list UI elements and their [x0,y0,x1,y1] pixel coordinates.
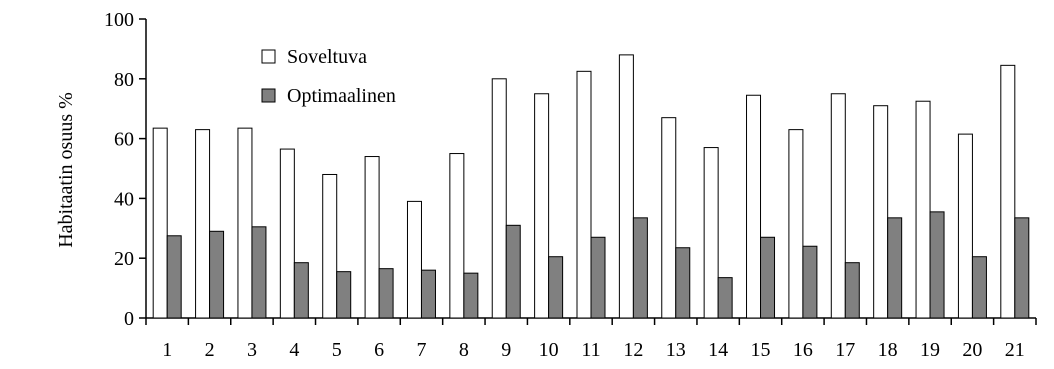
bar-optimaalinen [336,271,352,319]
x-tick-label: 10 [539,339,559,361]
legend-swatch-optimaalinen [261,88,276,103]
x-tick-label: 18 [878,339,898,361]
bar-optimaalinen [505,224,521,319]
legend: Soveltuva Optimaalinen [261,46,396,107]
x-tick-label: 16 [793,339,813,361]
bar-optimaalinen [590,236,606,319]
x-tick-label: 17 [835,339,855,361]
bar-optimaalinen [420,269,436,319]
x-tick-label: 6 [374,339,384,361]
x-tick-label: 1 [162,339,172,361]
bar-optimaalinen [293,262,309,319]
x-tick-label: 8 [459,339,469,361]
bar-optimaalinen [463,272,479,319]
x-tick-label: 2 [205,339,215,361]
bar-optimaalinen [887,217,903,319]
bar-soveltuva [746,94,762,319]
x-tick-label: 21 [1005,339,1025,361]
bar-soveltuva [915,100,931,319]
x-tick-label: 14 [708,339,728,361]
y-tick-label: 80 [114,69,134,91]
bar-optimaalinen [802,245,818,319]
bar-soveltuva [957,133,973,319]
y-tick-label: 0 [124,308,134,330]
y-tick-label: 20 [114,248,134,270]
x-tick-label: 15 [751,339,771,361]
x-tick-label: 4 [289,339,299,361]
x-tick-label: 5 [332,339,342,361]
x-tick-label: 19 [920,339,940,361]
bar-soveltuva [534,93,550,319]
bar-soveltuva [406,200,422,319]
bar-soveltuva [279,148,295,319]
bar-soveltuva [364,156,380,319]
bar-optimaalinen [378,268,394,319]
bar-soveltuva [830,93,846,319]
y-axis-label: Habitaatin osuus % [55,92,77,248]
bar-optimaalinen [251,226,267,319]
bar-optimaalinen [209,230,225,319]
bar-soveltuva [618,54,634,319]
bar-optimaalinen [929,211,945,319]
y-tick-label: 40 [114,188,134,210]
bar-soveltuva [449,153,465,319]
bar-optimaalinen [844,262,860,319]
bar-soveltuva [152,127,168,319]
legend-swatch-soveltuva [261,49,276,64]
y-tick-label: 100 [104,9,134,31]
x-tick-label: 3 [247,339,257,361]
bar-soveltuva [661,117,677,319]
bar-optimaalinen [548,256,564,319]
bar-optimaalinen [675,247,691,319]
x-tick-label: 9 [501,339,511,361]
bar-soveltuva [237,127,253,319]
bar-soveltuva [322,173,338,319]
bar-soveltuva [703,147,719,319]
bar-optimaalinen [1014,217,1030,319]
bar-soveltuva [491,78,507,319]
bar-soveltuva [576,70,592,319]
bar-soveltuva [873,105,889,319]
x-tick-label: 7 [416,339,426,361]
x-tick-label: 11 [581,339,600,361]
x-tick-label: 12 [623,339,643,361]
bar-optimaalinen [632,217,648,319]
legend-label-optimaalinen: Optimaalinen [287,85,396,107]
bar-soveltuva [1000,64,1016,319]
x-tick-label: 20 [962,339,982,361]
legend-label-soveltuva: Soveltuva [287,46,367,68]
bar-soveltuva [195,129,211,319]
bar-soveltuva [788,129,804,319]
bar-optimaalinen [971,256,987,319]
y-tick-label: 60 [114,129,134,151]
bar-optimaalinen [166,235,182,319]
x-tick-label: 13 [666,339,686,361]
bar-optimaalinen [760,236,776,319]
bar-optimaalinen [717,277,733,319]
